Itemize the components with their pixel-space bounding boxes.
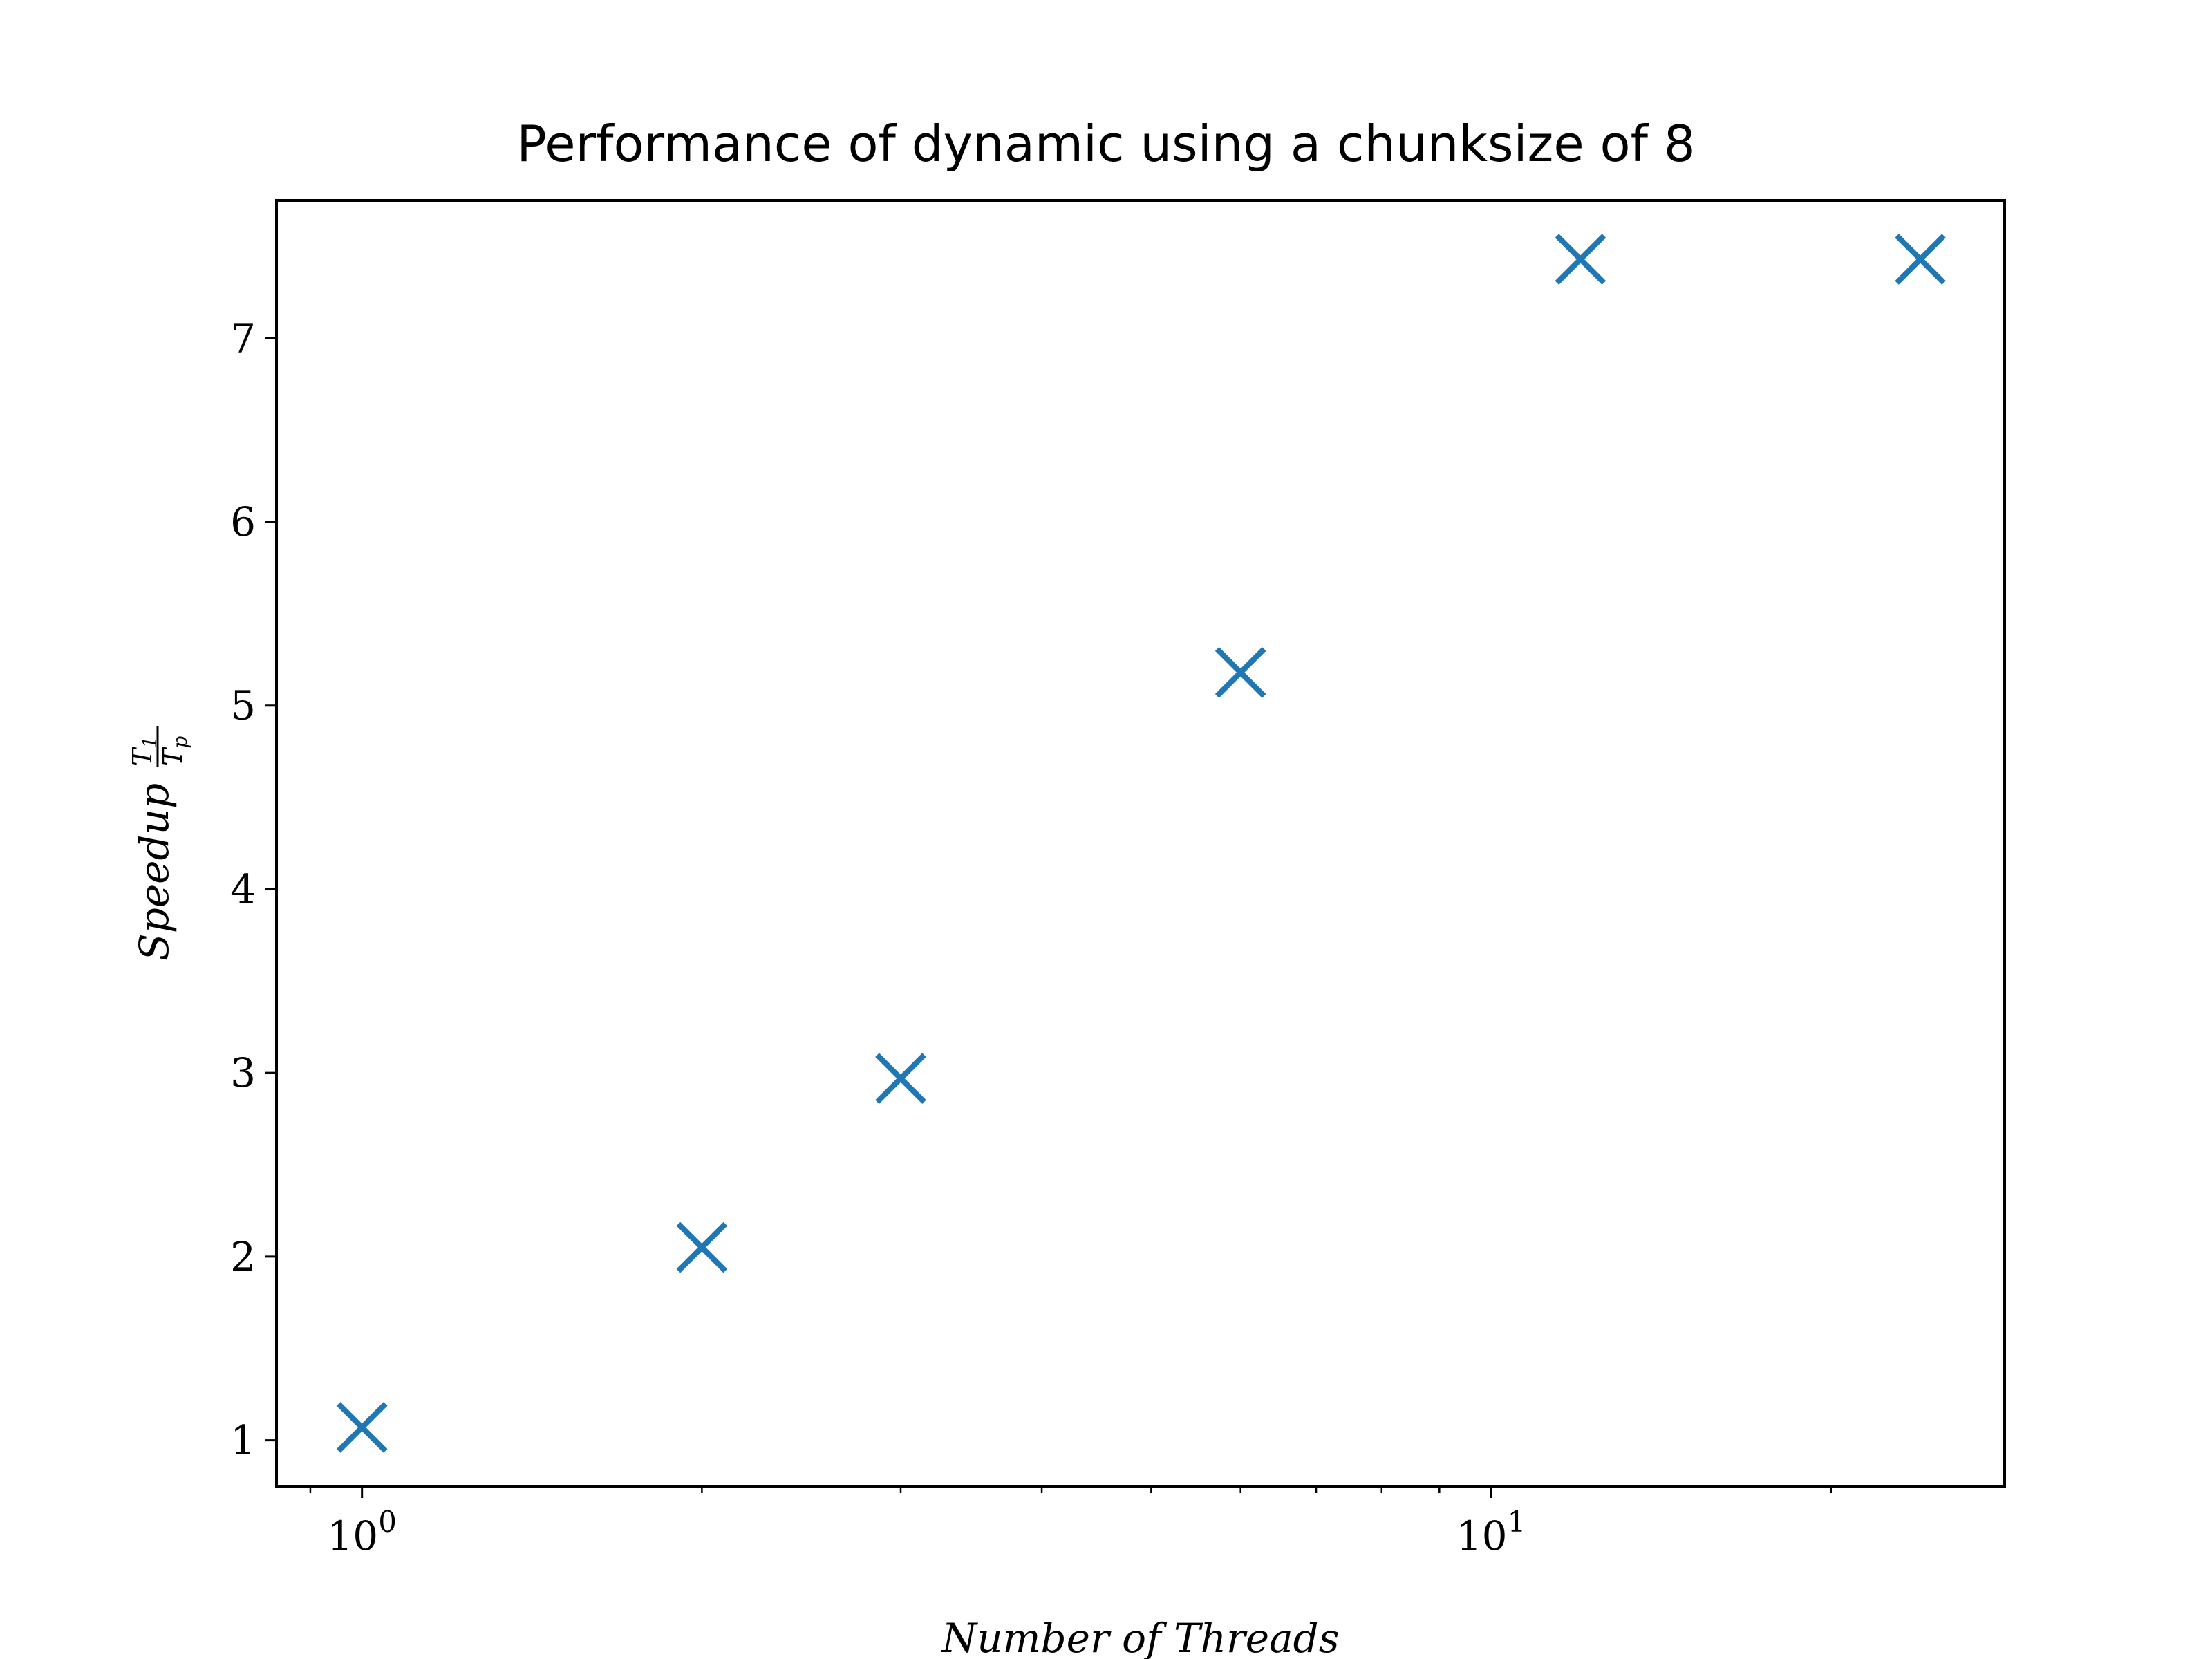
data-point-marker xyxy=(676,1221,728,1273)
data-point-marker xyxy=(875,1053,926,1104)
y-label-denominator: Tp xyxy=(158,736,191,766)
plot-frame xyxy=(275,199,2006,1488)
y-tick-label: 5 xyxy=(230,682,256,729)
y-label-numerator: T1 xyxy=(127,736,161,766)
data-point-marker xyxy=(1555,234,1606,285)
plot-axes: 1 2 3 4 5 6 7 100 101 Number of Threads Speedup T1T… xyxy=(127,199,2006,1659)
y-tick-label: 7 xyxy=(230,315,256,362)
x-tick-label: 101 xyxy=(1456,1505,1526,1559)
x-axis-label: Number of Threads xyxy=(940,1615,1339,1659)
chart-title: Performance of dynamic using a chunksize… xyxy=(516,115,1695,173)
y-tick-label: 2 xyxy=(230,1233,256,1280)
y-tick-label: 6 xyxy=(230,498,256,545)
data-point-marker xyxy=(1215,647,1266,698)
y-tick-label: 3 xyxy=(230,1049,256,1096)
y-axis-label-text: Speedup xyxy=(131,783,178,961)
data-point-marker xyxy=(336,1402,388,1453)
data-point-marker xyxy=(1895,234,1946,285)
x-tick-label: 100 xyxy=(327,1505,397,1559)
y-tick-label: 1 xyxy=(230,1417,256,1464)
y-tick-label: 4 xyxy=(230,865,256,912)
